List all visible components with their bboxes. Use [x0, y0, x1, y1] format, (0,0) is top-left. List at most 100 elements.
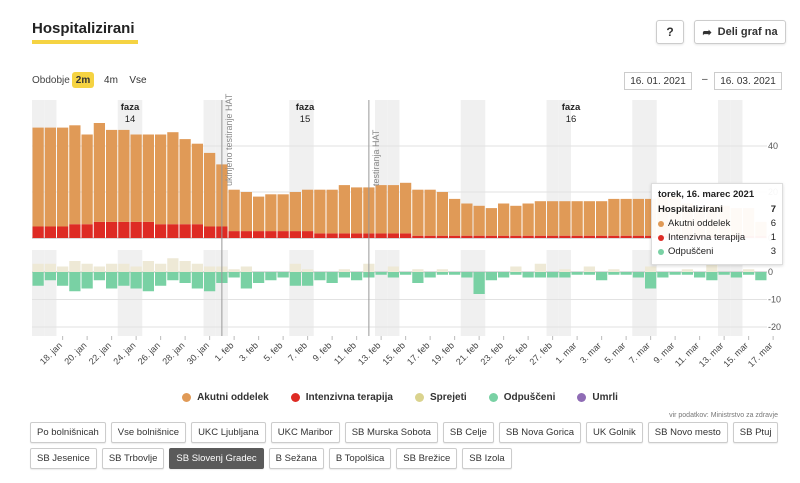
legend-dot — [290, 393, 300, 402]
share-arrow-icon: ➦ — [702, 26, 712, 39]
tooltip-row: Akutni oddelek 6 — [658, 217, 776, 231]
bar-akutni — [583, 201, 595, 236]
bar-odpusceni — [277, 272, 289, 278]
x-tick-label: 22. jan — [87, 340, 113, 366]
hospital-button[interactable]: Po bolnišnicah — [30, 422, 106, 443]
marker-label: testiranja HAT — [371, 129, 381, 186]
legend-item[interactable]: Akutni oddelek — [182, 392, 269, 403]
bar-odpusceni — [338, 272, 350, 278]
bar-sprejeti — [681, 269, 693, 272]
x-tick-label: 20. jan — [62, 340, 88, 366]
bar-akutni — [424, 189, 436, 236]
bar-intenzivna — [191, 224, 203, 238]
bar-akutni — [351, 187, 363, 234]
tooltip-value: 3 — [770, 246, 776, 257]
tooltip-row: Odpuščeni 3 — [658, 245, 776, 259]
weekend-band — [387, 250, 400, 336]
bar-sprejeti — [583, 266, 595, 272]
bar-intenzivna — [57, 226, 69, 238]
hospital-button[interactable]: SB Novo mesto — [647, 422, 728, 443]
share-button[interactable]: ➦ Deli graf na — [694, 20, 786, 44]
bar-odpusceni — [302, 272, 314, 286]
hospital-button[interactable]: SB Izola — [462, 448, 512, 469]
hospital-button[interactable]: UKC Maribor — [270, 422, 340, 443]
bar-sprejeti — [302, 269, 314, 272]
bar-intenzivna — [473, 235, 485, 238]
hospital-button[interactable]: UKC Ljubljana — [191, 422, 266, 443]
bar-odpusceni — [375, 272, 387, 275]
x-tick-label: 7. mar — [627, 340, 652, 365]
bar-sprejeti — [191, 263, 203, 272]
hospital-button[interactable]: SB Nova Gorica — [498, 422, 582, 443]
bar-akutni — [534, 201, 546, 236]
x-tick-label: 11. feb — [332, 340, 358, 366]
bar-intenzivna — [498, 235, 510, 238]
legend-item[interactable]: Umrli — [577, 392, 618, 403]
bar-odpusceni — [387, 272, 399, 278]
bar-intenzivna — [155, 224, 167, 238]
bar-sprejeti — [559, 269, 571, 272]
x-tick-label: 15. mar — [721, 340, 750, 369]
bar-sprejeti — [93, 266, 105, 272]
hospital-button[interactable]: SB Jesenice — [30, 448, 97, 469]
hospital-button[interactable]: SB Trbovlje — [101, 448, 165, 469]
legend-label: Odpuščeni — [503, 392, 556, 403]
help-button[interactable]: ? — [656, 20, 684, 44]
bar-akutni — [130, 134, 142, 222]
phase-number: 14 — [125, 114, 136, 125]
x-tick-label: 18. jan — [38, 340, 64, 366]
hospital-button[interactable]: B Sežana — [268, 448, 324, 469]
bar-intenzivna — [351, 233, 363, 238]
bar-intenzivna — [314, 233, 326, 238]
hospital-button[interactable]: B Topolšica — [328, 448, 392, 469]
bar-akutni — [302, 189, 314, 232]
x-tick-label: 7. feb — [286, 340, 309, 363]
tooltip-value: 6 — [770, 218, 776, 229]
legend-item[interactable]: Intenzivna terapija — [290, 392, 393, 403]
x-tick-label: 17. feb — [405, 340, 432, 367]
legend-item[interactable]: Sprejeti — [415, 392, 467, 403]
date-from-input[interactable]: 16. 01. 2021 — [624, 72, 692, 90]
bar-sprejeti — [645, 266, 657, 272]
bar-odpusceni — [449, 272, 461, 275]
bar-akutni — [338, 185, 350, 234]
x-tick-label: 1. mar — [553, 340, 578, 365]
hospital-button[interactable]: SB Ptuj — [732, 422, 779, 443]
bar-sprejeti — [118, 263, 130, 272]
bar-akutni — [645, 198, 657, 236]
bar-intenzivna — [608, 235, 620, 238]
bar-intenzivna — [436, 235, 448, 238]
bar-akutni — [253, 196, 265, 232]
bar-sprejeti — [69, 261, 81, 272]
weekend-band — [32, 250, 45, 336]
bar-intenzivna — [632, 235, 644, 238]
bar-akutni — [93, 123, 105, 222]
hospital-button[interactable]: Vse bolnišnice — [110, 422, 187, 443]
bar-odpusceni — [118, 272, 130, 286]
hospital-button[interactable]: SB Slovenj Gradec — [169, 448, 264, 469]
bar-intenzivna — [265, 231, 277, 238]
x-tick-label: 28. jan — [160, 340, 186, 366]
bar-sprejeti — [204, 266, 216, 272]
bar-intenzivna — [534, 235, 546, 238]
bar-intenzivna — [142, 221, 154, 238]
hospital-button[interactable]: SB Brežice — [396, 448, 458, 469]
legend-item[interactable]: Odpuščeni — [488, 392, 556, 403]
bar-odpusceni — [130, 272, 142, 289]
bar-intenzivna — [412, 235, 424, 238]
hospital-button[interactable]: SB Murska Sobota — [344, 422, 438, 443]
period-4m-button[interactable]: 4m — [104, 74, 118, 86]
bar-akutni — [632, 198, 644, 236]
period-2m-button[interactable]: 2m — [72, 72, 94, 88]
bar-akutni — [155, 134, 167, 225]
bar-akutni — [142, 134, 154, 222]
hospital-button[interactable]: UK Golnik — [586, 422, 643, 443]
hospital-button[interactable]: SB Celje — [442, 422, 494, 443]
legend-dot — [488, 393, 498, 402]
phase-label: faza — [121, 102, 140, 113]
date-to-input[interactable]: 16. 03. 2021 — [714, 72, 782, 90]
bar-akutni — [32, 127, 44, 227]
chart-tooltip: torek, 16. marec 2021 Hospitalizirani 7 Ak… — [651, 183, 783, 265]
period-all-button[interactable]: Vse — [129, 74, 147, 86]
bar-odpusceni — [69, 272, 81, 292]
